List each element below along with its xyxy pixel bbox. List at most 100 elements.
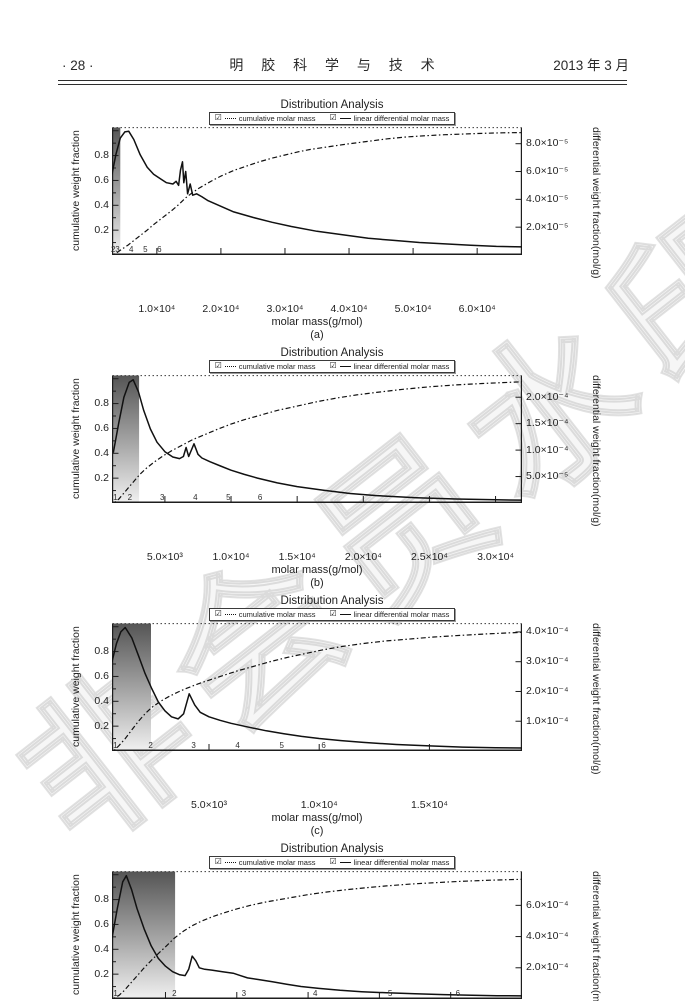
fraction-marker-6: 6 (321, 740, 326, 750)
y-tick-right: 4.0×10⁻⁴ (526, 625, 569, 638)
fraction-marker-5: 5 (387, 988, 393, 998)
x-tick: 4.0×10⁴ (330, 302, 368, 315)
chart-b: Distribution Analysis ☑ cumulative molar m… (0, 347, 685, 590)
y-tick-right: 1.0×10⁻⁴ (526, 443, 569, 456)
y-tick-right: 3.0×10⁻⁴ (526, 655, 569, 668)
fraction-marker-4: 4 (313, 988, 318, 998)
y-tick-right: 1.5×10⁻⁴ (526, 417, 569, 430)
y-axis-label-left: cumulative weight fraction (70, 130, 82, 251)
y-ticks-right: 6.0×10⁻⁴ 4.0×10⁻⁴ 2.0×10⁻⁴ (522, 871, 580, 999)
chart-title: Distribution Analysis (280, 842, 384, 855)
y-tick-left: 0.4 (94, 446, 109, 459)
y-tick-right: 2.0×10⁻⁴ (526, 685, 569, 697)
chart-title: Distribution Analysis (280, 98, 384, 111)
y-ticks-right: 8.0×10⁻⁵ 6.0×10⁻⁵ 4.0×10⁻⁵ 2.0×10⁻⁵ (522, 127, 580, 255)
solid-line-sample-icon (339, 613, 351, 615)
legend-box: ☑ cumulative molar mass ☑ linear differenti… (208, 359, 456, 373)
chart-c: Distribution Analysis ☑ cumulative molar m… (0, 595, 685, 838)
fraction-marker-1: 1 (113, 988, 118, 998)
fraction-marker-3: 3 (160, 492, 165, 502)
chart-title: Distribution Analysis (280, 346, 384, 359)
y-tick-left: 0.6 (94, 917, 109, 930)
checkbox-checked-icon: ☑ (214, 857, 222, 866)
y-tick-left: 0.8 (94, 645, 109, 658)
checkbox-checked-icon: ☑ (329, 361, 337, 370)
y-tick-left: 0.4 (94, 942, 109, 955)
x-tick: 1.0×10⁴ (212, 550, 250, 563)
y-tick-left: 0.4 (94, 198, 109, 211)
y-tick-right: 2.0×10⁻⁴ (526, 961, 569, 974)
fraction-marker-5: 5 (226, 492, 231, 502)
fraction-marker-6: 6 (157, 244, 162, 254)
checkbox-checked-icon: ☑ (214, 113, 222, 122)
legend-item-cumulative: ☑ cumulative molar mass (215, 858, 316, 867)
legend-label: linear differential molar mass (353, 113, 450, 123)
legend-label: linear differential molar mass (353, 361, 450, 371)
dotted-line-sample-icon (224, 613, 236, 615)
y-tick-left: 0.2 (94, 967, 109, 980)
figure-charts: Distribution Analysis ☑ cumulative molar m… (0, 99, 685, 1001)
fraction-marker-5: 5 (279, 740, 284, 750)
y-tick-left: 0.6 (94, 421, 109, 434)
y-ticks-left: 0.8 0.6 0.4 0.2 (84, 375, 112, 503)
x-axis-label: molar mass(g/mol) (271, 563, 363, 576)
y-tick-left: 0.8 (94, 397, 109, 410)
y-axis-label-left: cumulative weight fraction (70, 378, 82, 499)
x-tick: 2.0×10⁴ (344, 550, 382, 563)
legend-item-cumulative: ☑ cumulative molar mass (215, 610, 316, 619)
legend-row: ☑ cumulative molar mass ☑ linear differenti… (112, 855, 552, 869)
y-tick-right: 4.0×10⁻⁴ (526, 930, 569, 943)
x-ticks: 1.0×10⁴ 2.0×10⁴ 3.0×10⁴ 4.0×10⁴ 5.0×10⁴ 6.0×1… (112, 302, 522, 316)
legend-row: ☑ cumulative molar mass ☑ linear differenti… (112, 359, 552, 373)
y-ticks-right: 4.0×10⁻⁴ 3.0×10⁻⁴ 2.0×10⁻⁴ 1.0×10⁻⁴ (522, 623, 580, 751)
y-ticks-left: 0.8 0.6 0.4 0.2 (84, 127, 112, 255)
subplot-label: (a) (310, 328, 324, 341)
y-tick-left: 0.2 (94, 471, 109, 484)
y-axis-label-right: differential weight fraction(mol/g) (590, 126, 602, 279)
y-ticks-left: 0.8 0.6 0.4 0.2 (84, 871, 112, 999)
plot-row: cumulative weight fraction 0.8 0.6 0.4 0.2 1 2… (68, 375, 685, 550)
x-tick: 1.5×10⁴ (278, 550, 316, 563)
y-tick-left: 0.6 (94, 669, 109, 682)
chart-a: Distribution Analysis ☑ cumulative molar m… (0, 99, 685, 342)
solid-line-sample-icon (339, 117, 351, 119)
fraction-marker-4: 4 (128, 244, 134, 254)
y-axis-label-left: cumulative weight fraction (70, 874, 82, 995)
subplot-label: (c) (310, 824, 324, 837)
x-tick: 3.0×10⁴ (266, 302, 304, 315)
x-tick: 2.0×10⁴ (202, 302, 240, 315)
checkbox-checked-icon: ☑ (214, 361, 222, 370)
y-axis-label-right: differential weight fraction(mol/g) (590, 870, 602, 1001)
y-tick-right: 6.0×10⁻⁴ (526, 898, 569, 911)
y-tick-right: 6.0×10⁻⁵ (526, 165, 569, 177)
fraction-marker-4: 4 (193, 492, 198, 502)
x-tick: 3.0×10⁴ (477, 550, 515, 563)
legend-label: cumulative molar mass (238, 609, 316, 619)
x-tick: 5.0×10³ (146, 550, 183, 563)
legend-row: ☑ cumulative molar mass ☑ linear differenti… (112, 607, 552, 621)
fraction-marker-5: 5 (143, 244, 148, 254)
x-tick: 1.0×10⁴ (300, 798, 338, 811)
fraction-marker-3: 3 (191, 740, 196, 750)
dotted-line-sample-icon (224, 365, 236, 367)
legend-box: ☑ cumulative molar mass ☑ linear differenti… (208, 855, 456, 869)
y-tick-left: 0.4 (94, 694, 109, 707)
solid-line-sample-icon (339, 365, 351, 367)
x-axis-label: molar mass(g/mol) (271, 811, 363, 824)
x-tick: 2.5×10⁴ (410, 550, 448, 563)
y-tick-left: 0.8 (94, 149, 109, 162)
y-tick-right: 8.0×10⁻⁵ (526, 137, 569, 150)
y-tick-left: 0.8 (94, 893, 109, 906)
y-tick-right: 4.0×10⁻⁵ (526, 192, 569, 205)
dotted-line-sample-icon (224, 861, 236, 863)
x-ticks: 5.0×10³ 1.0×10⁴ 1.5×10⁴ 2.0×10⁴ 2.5×10⁴ 3.0×1… (112, 550, 522, 564)
dotted-line-sample-icon (224, 117, 236, 119)
y-tick-right: 2.0×10⁻⁵ (526, 220, 569, 233)
fraction-marker-1: 1 (113, 492, 118, 502)
legend-item-cumulative: ☑ cumulative molar mass (215, 362, 316, 371)
